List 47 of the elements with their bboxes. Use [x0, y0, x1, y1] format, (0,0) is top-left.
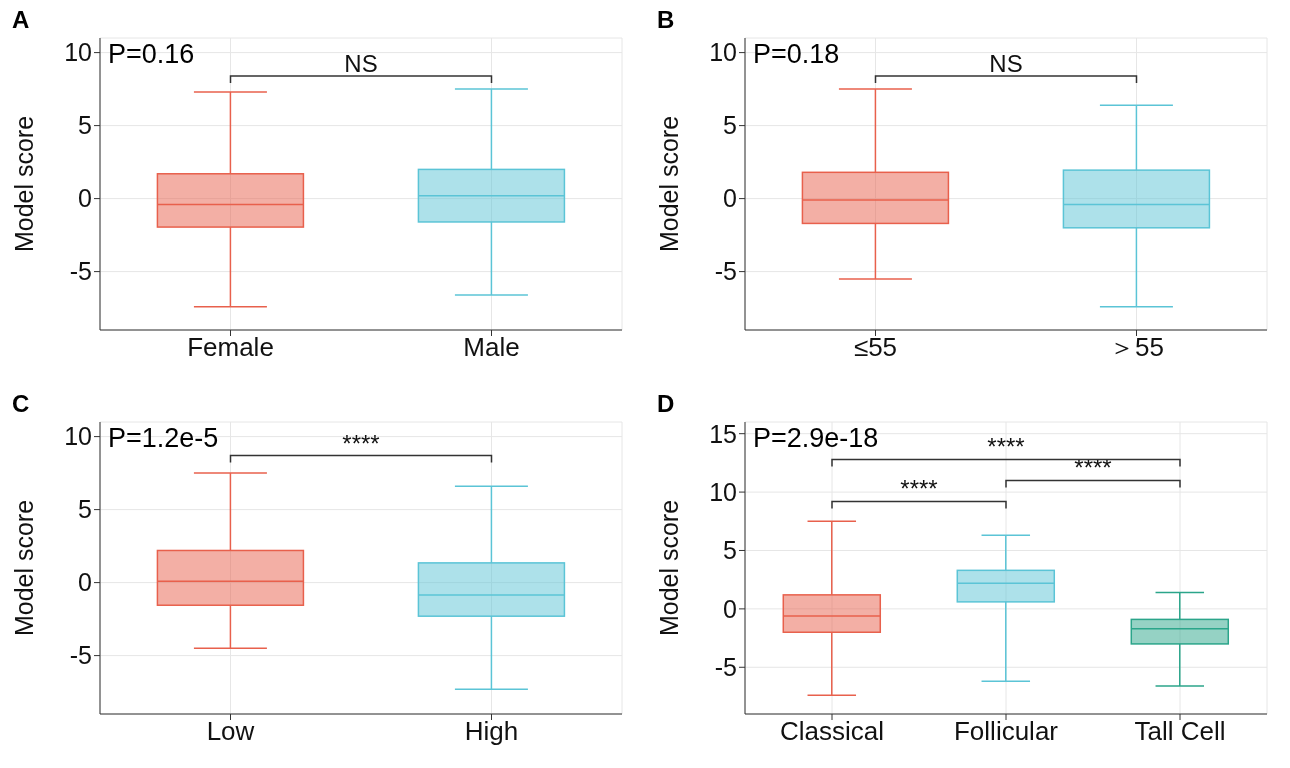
y-tick-label: 5 — [723, 536, 737, 565]
y-tick-label: 10 — [64, 422, 92, 451]
text: C — [12, 390, 30, 418]
annotation: NS — [989, 49, 1023, 77]
text: D — [657, 390, 675, 418]
y-tick-label: 10 — [709, 38, 737, 67]
y-tick-label: -5 — [69, 641, 92, 670]
x-tick-label: ≤55 — [853, 332, 898, 363]
y-axis-title: Model score — [654, 115, 683, 253]
x-tick-label: High — [464, 716, 519, 747]
text: A — [12, 6, 30, 34]
bracket: NS — [229, 49, 493, 84]
x-tick-label: Female — [187, 332, 274, 363]
y-tick-label: -5 — [714, 653, 737, 682]
x-tick-label: ＞55 — [1109, 332, 1164, 363]
x-tick-label: Low — [206, 716, 255, 747]
bracket: **** — [229, 429, 493, 464]
annotation: **** — [342, 429, 380, 457]
y-tick-label: -5 — [69, 257, 92, 286]
annotation: P=1.2e-5 — [108, 422, 219, 454]
annotation: **** — [987, 433, 1025, 461]
x-tick-label: Male — [463, 332, 520, 363]
bracket: NS — [874, 49, 1138, 84]
y-tick-label: 5 — [78, 111, 92, 140]
y-tick-label: 10 — [709, 477, 737, 506]
x-tick-label: Follicular — [953, 716, 1059, 747]
annotation: P=0.18 — [753, 38, 840, 70]
y-tick-label: 5 — [723, 111, 737, 140]
y-tick-label: 0 — [78, 568, 92, 597]
y-axis-title: Model score — [9, 115, 38, 253]
text: B — [657, 6, 675, 34]
annotation: P=2.9e-18 — [753, 422, 879, 454]
x-tick-label: Classical — [779, 716, 885, 747]
y-tick-label: 10 — [64, 38, 92, 67]
y-tick-label: 0 — [723, 594, 737, 623]
y-tick-label: 0 — [723, 184, 737, 213]
y-tick-label: 15 — [709, 419, 737, 448]
annotation: NS — [344, 49, 378, 77]
y-axis-title: Model score — [9, 499, 38, 637]
y-tick-label: 5 — [78, 495, 92, 524]
x-tick-label: Tall Cell — [1134, 716, 1226, 747]
y-tick-label: 0 — [78, 184, 92, 213]
y-axis-title: Model score — [654, 499, 683, 637]
annotation: P=0.16 — [108, 38, 195, 70]
y-tick-label: -5 — [714, 257, 737, 286]
bracket: **** — [831, 475, 1007, 510]
annotation: **** — [900, 475, 938, 503]
